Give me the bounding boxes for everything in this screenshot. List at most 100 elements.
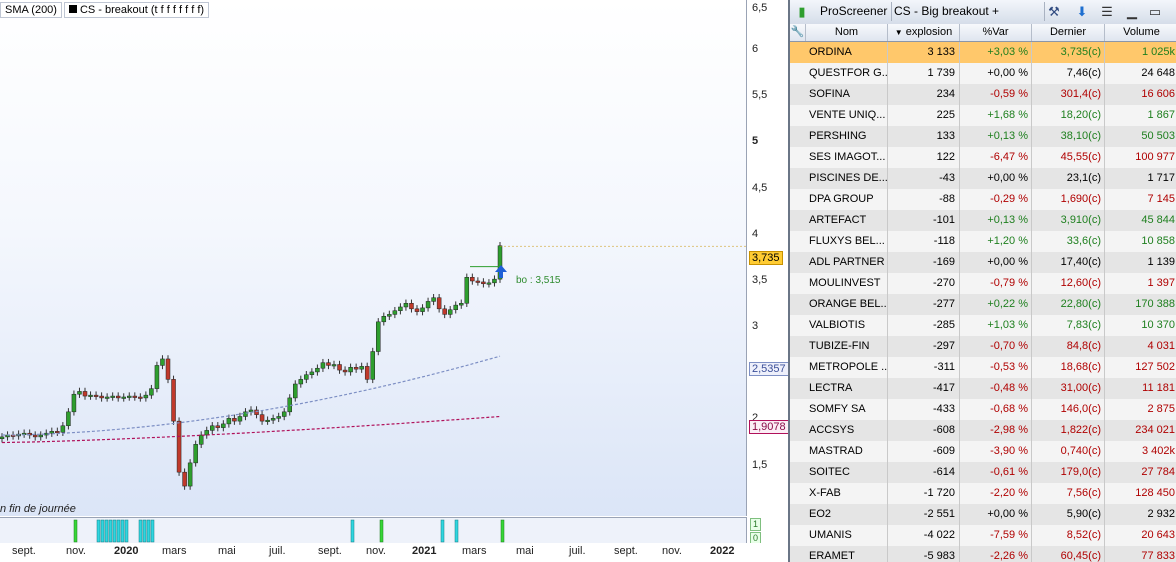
- table-row[interactable]: ORDINA 3 133 +3,03 % 3,735(c) 1 025k: [790, 42, 1176, 63]
- menu-icon[interactable]: ☰: [1101, 4, 1113, 19]
- table-row[interactable]: VENTE UNIQ... 225 +1,68 % 18,20(c) 1 867: [790, 105, 1176, 126]
- table-row[interactable]: MASTRAD -609 -3,90 % 0,740(c) 3 402k: [790, 441, 1176, 462]
- cell-last: 1,822(c): [1032, 420, 1105, 441]
- cell-last: 38,10(c): [1032, 126, 1105, 147]
- proscreener-button[interactable]: ProScreener: [816, 2, 893, 21]
- cell-volume: 1 717: [1105, 168, 1176, 189]
- cell-last: 7,46(c): [1032, 63, 1105, 84]
- price-axis[interactable]: 6,5 6 5,5 5 4,5 4 3,5 3 2 1,5 3,735 2,53…: [747, 0, 788, 516]
- table-row[interactable]: EO2 -2 551 +0,00 % 5,90(c) 2 932: [790, 504, 1176, 525]
- cell-last: 45,55(c): [1032, 147, 1105, 168]
- table-row[interactable]: VALBIOTIS -285 +1,03 % 7,83(c) 10 370: [790, 315, 1176, 336]
- legend-swatch-icon: [68, 5, 77, 13]
- ma2-value-tag: 1,9078: [749, 420, 788, 434]
- cell-explosion: -43: [888, 168, 960, 189]
- cell-explosion: 234: [888, 84, 960, 105]
- cell-var: -0,61 %: [960, 462, 1032, 483]
- legend-cs-breakout[interactable]: CS - breakout (t f f f f f f f): [63, 2, 210, 18]
- candle-body: [215, 425, 221, 428]
- cell-var: +0,13 %: [960, 210, 1032, 231]
- cell-explosion: -608: [888, 420, 960, 441]
- x-tick: nov.: [66, 545, 86, 557]
- table-row[interactable]: ARTEFACT -101 +0,13 % 3,910(c) 45 844: [790, 210, 1176, 231]
- cell-volume: 45 844: [1105, 210, 1176, 231]
- cell-explosion: -609: [888, 441, 960, 462]
- cell-var: -3,90 %: [960, 441, 1032, 462]
- candle-body: [453, 304, 458, 311]
- table-row[interactable]: UMANIS -4 022 -7,59 % 8,52(c) 20 643: [790, 525, 1176, 546]
- indicator-bar: [100, 519, 105, 543]
- cell-volume: 4 031: [1105, 336, 1176, 357]
- candle-body: [93, 394, 99, 397]
- breakout-indicator-panel[interactable]: [0, 517, 747, 544]
- table-row[interactable]: LECTRA -417 -0,48 % 31,00(c) 11 181: [790, 378, 1176, 399]
- table-row[interactable]: DPA GROUP -88 -0,29 % 1,690(c) 7 145: [790, 189, 1176, 210]
- table-row[interactable]: TUBIZE-FIN -297 -0,70 % 84,8(c) 4 031: [790, 336, 1176, 357]
- candle-body: [82, 391, 88, 397]
- cell-name: ERAMET: [806, 546, 888, 562]
- candle-body: [171, 379, 176, 422]
- indicator-bar: [120, 519, 125, 543]
- cell-last: 7,56(c): [1032, 483, 1105, 504]
- cell-name: VENTE UNIQ...: [806, 105, 888, 126]
- breakout-label: bo : 3,515: [516, 275, 561, 286]
- cell-var: +0,00 %: [960, 252, 1032, 273]
- candle-body: [77, 391, 82, 395]
- table-row[interactable]: PERSHING 133 +0,13 % 38,10(c) 50 503: [790, 126, 1176, 147]
- time-axis[interactable]: sept. nov. 2020 mars mai juil. sept. nov…: [0, 543, 788, 562]
- chart-plot-area[interactable]: [0, 0, 747, 516]
- table-row[interactable]: SOFINA 234 -0,59 % 301,4(c) 16 606: [790, 84, 1176, 105]
- ma2-line: [1, 415, 501, 444]
- minimize-icon[interactable]: ▁: [1127, 4, 1137, 19]
- indicator-bar: [379, 519, 384, 543]
- cell-volume: 50 503: [1105, 126, 1176, 147]
- download-icon[interactable]: ⬇: [1076, 4, 1088, 19]
- table-row[interactable]: SOMFY SA -433 -0,68 % 146,0(c) 2 875: [790, 399, 1176, 420]
- column-header-var[interactable]: %Var: [960, 24, 1032, 41]
- x-tick: sept.: [12, 545, 36, 557]
- table-row[interactable]: X-FAB -1 720 -2,20 % 7,56(c) 128 450: [790, 483, 1176, 504]
- candle-body: [221, 423, 226, 428]
- table-row[interactable]: SES IMAGOT... 122 -6,47 % 45,55(c) 100 977: [790, 147, 1176, 168]
- table-row[interactable]: METROPOLE ... -311 -0,53 % 18,68(c) 127 502: [790, 357, 1176, 378]
- candlestick-chart-svg: [0, 242, 746, 490]
- candle-body: [470, 277, 475, 282]
- wrench-icon[interactable]: 🔧: [790, 24, 806, 41]
- candle-body: [359, 366, 364, 370]
- candle-body: [176, 420, 182, 473]
- screener-table-body: ORDINA 3 133 +3,03 % 3,735(c) 1 025k QUESTFOR…: [790, 42, 1176, 562]
- cell-explosion: -2 551: [888, 504, 960, 525]
- screener-select[interactable]: CS - Big breakout + tracking ▼: [890, 2, 1045, 37]
- candle-body: [442, 308, 447, 315]
- candle-body: [420, 307, 425, 312]
- sort-desc-icon: ▼: [894, 28, 903, 37]
- table-row[interactable]: ACCSYS -608 -2,98 % 1,822(c) 234 021: [790, 420, 1176, 441]
- table-row[interactable]: ERAMET -5 983 -2,26 % 60,45(c) 77 833: [790, 546, 1176, 562]
- table-row[interactable]: QUESTFOR G... 1 739 +0,00 % 7,46(c) 24 648: [790, 63, 1176, 84]
- column-header-name[interactable]: Nom: [806, 24, 888, 41]
- cell-var: +3,03 %: [960, 42, 1032, 63]
- column-header-volume[interactable]: Volume: [1123, 26, 1160, 38]
- indicator-label-1: 1: [750, 518, 762, 531]
- cell-volume: 128 450: [1105, 483, 1176, 504]
- cell-name: TUBIZE-FIN: [806, 336, 888, 357]
- table-row[interactable]: FLUXYS BEL... -118 +1,20 % 33,6(c) 10 858: [790, 231, 1176, 252]
- candle-body: [193, 444, 198, 464]
- price-chart[interactable]: SMA (200) CS - breakout (t f f f f f f f…: [0, 0, 788, 562]
- table-row[interactable]: MOULINVEST -270 -0,79 % 12,60(c) 1 397: [790, 273, 1176, 294]
- table-row[interactable]: ORANGE BEL... -277 +0,22 % 22,80(c) 170 388: [790, 294, 1176, 315]
- column-header-last[interactable]: Dernier: [1032, 24, 1105, 41]
- legend-sma[interactable]: SMA (200): [0, 2, 62, 18]
- table-row[interactable]: ADL PARTNER -169 +0,00 % 17,40(c) 1 139: [790, 252, 1176, 273]
- cell-name: ADL PARTNER: [806, 252, 888, 273]
- wrench-icon[interactable]: ⚒: [1048, 4, 1060, 19]
- cell-volume: 24 648: [1105, 63, 1176, 84]
- table-row[interactable]: SOITEC -614 -0,61 % 179,0(c) 27 784: [790, 462, 1176, 483]
- maximize-icon[interactable]: ▭: [1148, 4, 1162, 19]
- table-row[interactable]: PISCINES DE... -43 +0,00 % 23,1(c) 1 717: [790, 168, 1176, 189]
- column-header-explosion[interactable]: ▼ explosion: [888, 24, 960, 41]
- cell-var: +0,00 %: [960, 63, 1032, 84]
- cell-last: 18,20(c): [1032, 105, 1105, 126]
- cell-explosion: -118: [888, 231, 960, 252]
- candlestick-icon[interactable]: ▮: [798, 4, 806, 19]
